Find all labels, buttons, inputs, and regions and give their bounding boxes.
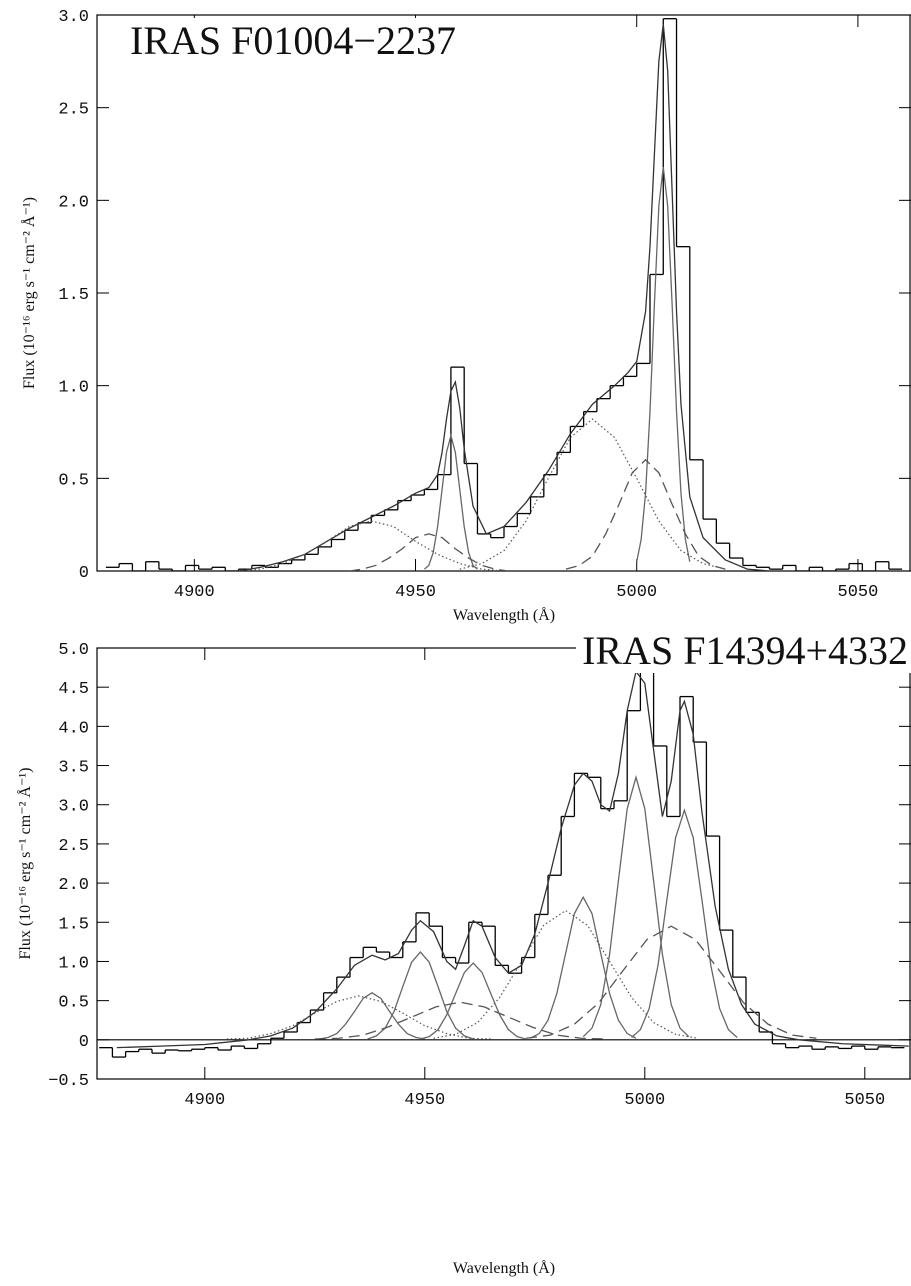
dotted-component xyxy=(459,418,726,570)
x-tick-label: 4950 xyxy=(404,1091,445,1110)
plot-frame xyxy=(96,647,911,1080)
x-tick-label: 5000 xyxy=(616,583,657,602)
title-background xyxy=(576,628,911,673)
dashed-component xyxy=(349,533,509,571)
x-tick-label: 4950 xyxy=(395,583,436,602)
panel-title: IRAS F01004−2237 xyxy=(130,18,456,63)
fit-line xyxy=(420,962,527,1040)
dotted-component xyxy=(238,520,505,571)
y-axis-label: Flux (10⁻¹⁶ erg s⁻¹ cm⁻² Å⁻¹) xyxy=(16,767,34,959)
y-tick-label: 3.5 xyxy=(58,759,89,778)
y-tick-label: 1.0 xyxy=(58,379,89,398)
dashed-component xyxy=(525,925,817,1039)
fit-line xyxy=(238,24,770,571)
y-tick-label: 1.5 xyxy=(58,915,89,934)
y-tick-label: 2.5 xyxy=(58,837,89,856)
x-tick-label: 4900 xyxy=(184,1091,225,1110)
y-tick-label: 3.0 xyxy=(58,798,89,817)
y-tick-label: 0.5 xyxy=(58,994,89,1013)
plot-frame xyxy=(96,14,911,572)
y-tick-label: 0 xyxy=(79,564,89,583)
dotted-component xyxy=(433,909,698,1039)
x-axis-label: Wavelength (Å) xyxy=(453,1259,555,1277)
y-tick-label: 1.5 xyxy=(58,286,89,305)
y-tick-label: 3.0 xyxy=(58,8,89,27)
fit-line xyxy=(631,808,738,1038)
fit-line xyxy=(423,433,478,570)
y-axis-label: Flux (10⁻¹⁶ erg s⁻¹ cm⁻² Å⁻¹) xyxy=(20,197,38,389)
y-tick-label: 4.0 xyxy=(58,719,89,738)
fit-line xyxy=(530,895,637,1039)
x-tick-label: 5050 xyxy=(844,1091,885,1110)
panel: 0 0.5 1.0 1.5 2.0 2.5 3.0 4900 4950 5000 5050 Wavel… xyxy=(20,8,911,624)
title-background xyxy=(124,18,462,63)
x-tick-label: 5050 xyxy=(838,583,879,602)
fit-line xyxy=(636,166,691,562)
x-axis-label: Wavelength (Å) xyxy=(453,606,555,624)
panel: −0.5 0 0.5 1.0 1.5 2.0 2.5 3.0 3.5 4.0 4.5 5.0 4900 4… xyxy=(16,628,911,1277)
fit-line xyxy=(319,992,425,1040)
fit-line xyxy=(582,774,690,1038)
x-tick-label: 5000 xyxy=(624,1091,665,1110)
dashed-component xyxy=(565,458,726,570)
fit-line xyxy=(116,669,909,1049)
y-tick-label: 5.0 xyxy=(58,641,89,660)
y-tick-label: 4.5 xyxy=(58,680,89,699)
y-tick-label: 2.0 xyxy=(58,876,89,895)
panel-title: IRAS F14394+4332 xyxy=(582,628,908,673)
y-tick-label: 2.5 xyxy=(58,101,89,120)
dashed-component xyxy=(314,1001,606,1040)
y-tick-label: 0 xyxy=(79,1033,89,1052)
y-tick-label: −0.5 xyxy=(48,1072,89,1091)
y-tick-label: 1.0 xyxy=(58,954,89,973)
y-tick-label: 2.0 xyxy=(58,193,89,212)
x-tick-label: 4900 xyxy=(174,583,215,602)
y-tick-label: 0.5 xyxy=(58,471,89,490)
dotted-component xyxy=(226,995,491,1040)
